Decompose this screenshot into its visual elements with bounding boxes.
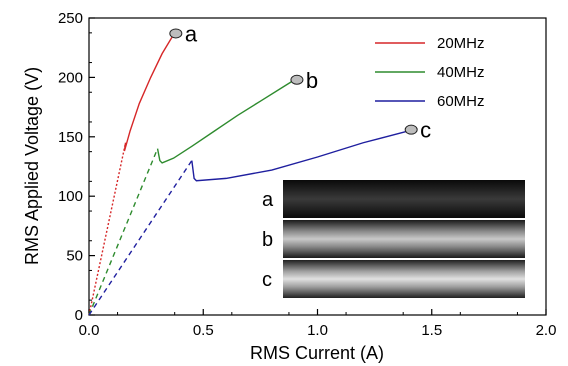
- series-20mhz-end-marker: [169, 28, 183, 39]
- series-60mhz-line: [191, 130, 410, 182]
- y-axis-ticks: 0 50 100 150 200 250: [58, 10, 95, 324]
- x-tick-label: 0.5: [193, 322, 214, 339]
- x-tick-label: 1.0: [307, 322, 328, 339]
- inset-label-a: a: [262, 189, 274, 211]
- y-axis-label: RMS Applied Voltage (V): [22, 67, 42, 265]
- x-axis-ticks: 0.0 0.5 1.0 1.5 2.0: [79, 309, 557, 339]
- inset-panel-b-image: [283, 220, 525, 258]
- legend: 20MHz 40MHz 60MHz: [375, 35, 485, 110]
- series-60mhz-end-marker: [404, 124, 418, 135]
- legend-label-20mhz: 20MHz: [437, 35, 485, 52]
- y-tick-label: 50: [66, 248, 83, 265]
- discharge-image-inset: a b c: [262, 180, 525, 298]
- legend-label-60mhz: 60MHz: [437, 93, 485, 110]
- y-tick-label: 150: [58, 129, 83, 146]
- y-tick-label: 200: [58, 69, 83, 86]
- series-60mhz-extrapolation: [88, 160, 193, 316]
- series-20mhz-line: [123, 34, 175, 152]
- series-40mhz-line: [156, 79, 296, 164]
- x-axis-label: RMS Current (A): [250, 343, 384, 363]
- x-tick-label: 2.0: [536, 322, 557, 339]
- legend-label-40mhz: 40MHz: [437, 64, 485, 81]
- series-60mhz-point-label: c: [420, 118, 431, 143]
- y-tick-label: 250: [58, 10, 83, 27]
- x-tick-label: 0.0: [79, 322, 100, 339]
- y-tick-label: 0: [75, 307, 83, 324]
- inset-label-b: b: [262, 229, 273, 251]
- inset-label-c: c: [262, 269, 272, 291]
- inset-panel-a-image: [283, 180, 525, 218]
- inset-panel-c-image: [283, 260, 525, 298]
- series-20mhz-extrapolation: [88, 142, 127, 316]
- series-40mhz-extrapolation: [88, 148, 159, 316]
- y-tick-label: 100: [58, 188, 83, 205]
- series-40mhz-end-marker: [290, 74, 304, 85]
- series-40mhz-point-label: b: [306, 68, 318, 93]
- series-20mhz-point-label: a: [185, 21, 198, 46]
- x-tick-label: 1.5: [421, 322, 442, 339]
- series-layer: abc: [88, 21, 431, 316]
